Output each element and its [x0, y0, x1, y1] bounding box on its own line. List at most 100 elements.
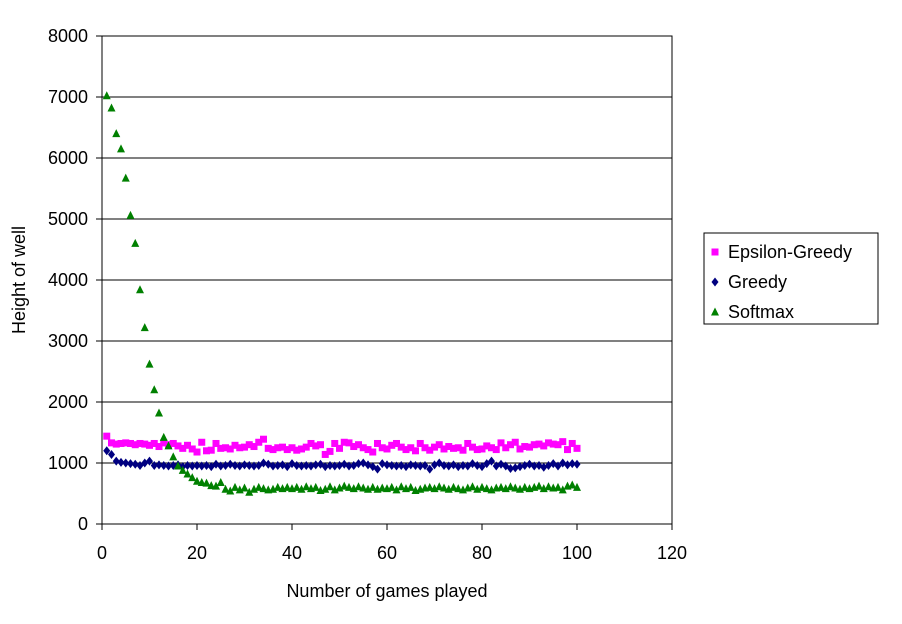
data-point	[264, 444, 272, 452]
data-point	[207, 446, 215, 454]
series-1	[103, 446, 581, 474]
data-point	[312, 442, 320, 450]
legend-label: Epsilon-Greedy	[728, 242, 852, 262]
data-point	[127, 439, 134, 447]
data-point	[212, 481, 220, 490]
data-point	[112, 440, 120, 448]
data-point	[478, 445, 486, 453]
data-point	[298, 445, 305, 453]
data-point	[387, 482, 396, 491]
data-point	[354, 482, 363, 491]
data-point	[103, 432, 111, 440]
data-point	[159, 432, 168, 441]
data-point	[559, 438, 567, 446]
legend-box	[703, 232, 879, 325]
data-point	[397, 443, 405, 451]
data-point	[564, 460, 571, 470]
data-point	[473, 460, 481, 470]
data-point	[397, 482, 406, 491]
legend-label: Greedy	[728, 272, 787, 292]
data-point	[554, 461, 562, 471]
data-point	[468, 482, 477, 491]
data-point	[431, 443, 438, 451]
data-point	[293, 460, 301, 470]
data-point	[117, 457, 125, 467]
data-point	[535, 440, 543, 448]
x-tick-label: 20	[187, 543, 207, 563]
data-point	[273, 482, 282, 491]
data-point	[369, 448, 377, 456]
data-point	[488, 456, 495, 466]
x-tick-label: 0	[97, 543, 107, 563]
data-point	[530, 461, 538, 471]
axes	[96, 35, 673, 530]
data-point	[407, 460, 415, 470]
data-point	[236, 461, 244, 471]
data-point	[459, 446, 467, 454]
data-point	[217, 444, 225, 452]
data-point	[459, 460, 467, 470]
data-point	[331, 439, 339, 447]
legend: Epsilon-Greedy Greedy Softmax	[703, 232, 879, 325]
data-point	[421, 444, 429, 452]
data-point	[174, 461, 182, 470]
data-point	[222, 460, 229, 470]
data-point	[469, 443, 476, 451]
y-tick-label: 4000	[48, 270, 88, 290]
x-tick-label: 120	[657, 543, 687, 563]
data-point	[160, 460, 168, 470]
data-point	[336, 444, 343, 452]
data-point	[245, 441, 253, 449]
data-point	[297, 484, 306, 493]
data-point	[326, 447, 334, 455]
data-point	[250, 461, 258, 471]
data-point	[122, 439, 130, 447]
data-point	[440, 483, 448, 492]
data-point	[241, 460, 248, 470]
data-point	[102, 91, 111, 100]
data-point	[302, 482, 311, 491]
data-point	[502, 444, 510, 452]
data-point	[345, 482, 353, 491]
data-point	[558, 485, 567, 494]
data-point	[568, 459, 576, 469]
data-point	[298, 461, 305, 471]
data-point	[269, 461, 277, 471]
data-point	[240, 483, 249, 492]
data-point	[573, 482, 581, 491]
data-point	[245, 487, 254, 496]
data-point	[355, 459, 362, 469]
data-point	[193, 448, 201, 456]
x-tick-label: 40	[282, 543, 302, 563]
data-point	[454, 462, 462, 472]
x-axis-label: Number of games played	[286, 581, 487, 601]
data-point	[497, 482, 505, 491]
data-point	[288, 444, 296, 452]
data-point	[146, 441, 153, 449]
y-tick-label: 0	[78, 514, 88, 534]
y-axis-label: Height of well	[9, 226, 29, 334]
data-point	[521, 443, 529, 451]
data-point	[150, 460, 158, 470]
data-point	[121, 173, 130, 182]
data-point	[254, 482, 263, 491]
data-point	[416, 461, 424, 471]
data-point	[326, 460, 334, 470]
data-point	[260, 435, 267, 443]
data-point	[136, 439, 144, 447]
legend-marker	[711, 248, 719, 256]
data-point	[488, 444, 495, 452]
data-point	[359, 444, 367, 452]
data-point	[554, 482, 562, 491]
data-point	[150, 385, 159, 394]
data-point	[506, 482, 515, 491]
data-point	[483, 442, 491, 450]
data-point	[302, 460, 310, 470]
data-point	[188, 461, 196, 471]
data-point	[478, 482, 486, 491]
data-point	[216, 478, 225, 487]
data-point	[516, 462, 524, 472]
data-point	[155, 443, 163, 451]
data-point	[378, 483, 387, 492]
data-point	[507, 441, 514, 449]
